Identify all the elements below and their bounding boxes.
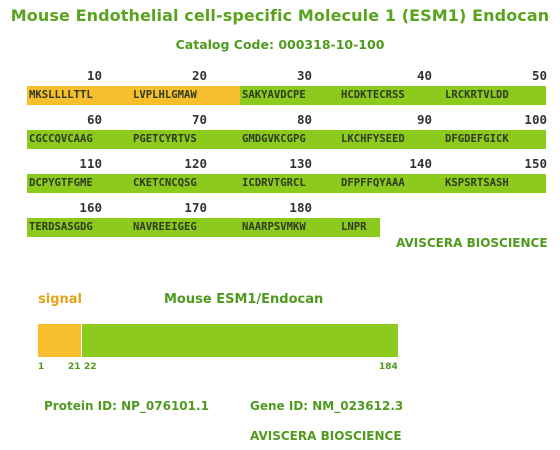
position-number: 130 — [289, 156, 312, 171]
mature-highlight — [240, 86, 546, 105]
sequence-chunk: GMDGVKCGPG — [242, 133, 306, 145]
position-number: 150 — [524, 156, 547, 171]
position-number: 140 — [409, 156, 432, 171]
position-number: 160 — [79, 200, 102, 215]
position-number: 110 — [79, 156, 102, 171]
sequence-chunk: CGCCQVCAAG — [29, 133, 93, 145]
sequence-block: 10 20 30 40 50 MKSLLLLTTL LVPLHLGMAW SAK… — [27, 66, 547, 242]
footer-company: AVISCERA BIOSCIENCE — [250, 429, 402, 443]
sequence-row: CGCCQVCAAG PGETCYRTVS GMDGVKCGPG LKCHFYS… — [27, 130, 547, 150]
protein-id: Protein ID: NP_076101.1 — [44, 399, 209, 413]
protein-label: Mouse ESM1/Endocan — [164, 292, 324, 307]
position-number: 180 — [289, 200, 312, 215]
sequence-chunk: CKETCNCQSG — [133, 177, 197, 189]
sequence-chunk: HCDKTECRSS — [341, 89, 405, 101]
sequence-chunk: DFGDEFGICK — [445, 133, 509, 145]
position-number: 120 — [184, 156, 207, 171]
sequence-chunk: ICDRVTGRCL — [242, 177, 306, 189]
position-number: 10 — [86, 68, 102, 83]
sequence-chunk: LVPLHLGMAW — [133, 89, 197, 101]
sequence-row: MKSLLLLTTL LVPLHLGMAW SAKYAVDCPE HCDKTEC… — [27, 86, 547, 106]
gene-id: Gene ID: NM_023612.3 — [250, 399, 404, 413]
position-number: 70 — [191, 112, 207, 127]
signal-label: signal — [38, 292, 82, 307]
sequence-chunk: PGETCYRTVS — [133, 133, 197, 145]
position-numbers: 110 120 130 140 150 — [27, 154, 547, 174]
company-label: AVISCERA BIOSCIENCE — [396, 236, 548, 250]
catalog-code: Catalog Code: 000318-10-100 — [175, 37, 385, 52]
tick-label: 1 — [38, 362, 45, 372]
sequence-chunk: NAVREEIGEG — [133, 221, 197, 233]
mature-highlight — [27, 174, 546, 193]
sequence-chunk: MKSLLLLTTL — [29, 89, 93, 101]
page-title: Mouse Endothelial cell-specific Molecule… — [10, 6, 550, 25]
sequence-chunk: LRCKRTVLDD — [445, 89, 509, 101]
mature-highlight — [27, 218, 380, 237]
tick-label: 22 — [84, 362, 97, 372]
position-number: 170 — [184, 200, 207, 215]
sequence-chunk: DCPYGTFGME — [29, 177, 93, 189]
position-number: 30 — [296, 68, 312, 83]
sequence-chunk: NAARPSVMKW — [242, 221, 306, 233]
mature-protein-bar — [82, 324, 398, 357]
position-numbers: 10 20 30 40 50 — [27, 66, 547, 86]
sequence-row: DCPYGTFGME CKETCNCQSG ICDRVTGRCL DFPFFQY… — [27, 174, 547, 194]
tick-label: 184 — [379, 362, 398, 372]
position-number: 20 — [191, 68, 207, 83]
position-numbers: 60 70 80 90 100 — [27, 110, 547, 130]
position-number: 90 — [416, 112, 432, 127]
position-number: 100 — [524, 112, 547, 127]
sequence-chunk: SAKYAVDCPE — [242, 89, 306, 101]
sequence-row: TERDSASGDG NAVREEIGEG NAARPSVMKW LNPR — [27, 218, 547, 238]
signal-peptide-bar — [38, 324, 81, 357]
position-number: 60 — [86, 112, 102, 127]
position-number: 40 — [416, 68, 432, 83]
position-number: 50 — [531, 68, 547, 83]
sequence-chunk: LKCHFYSEED — [341, 133, 405, 145]
sequence-chunk: TERDSASGDG — [29, 221, 93, 233]
signal-highlight — [27, 86, 240, 105]
tick-label: 21 — [68, 362, 81, 372]
mature-highlight — [27, 130, 546, 149]
position-number: 80 — [296, 112, 312, 127]
sequence-chunk: KSPSRTSASH — [445, 177, 509, 189]
sequence-chunk: DFPFFQYAAA — [341, 177, 405, 189]
sequence-chunk: LNPR — [341, 221, 367, 233]
position-numbers: 160 170 180 — [27, 198, 547, 218]
